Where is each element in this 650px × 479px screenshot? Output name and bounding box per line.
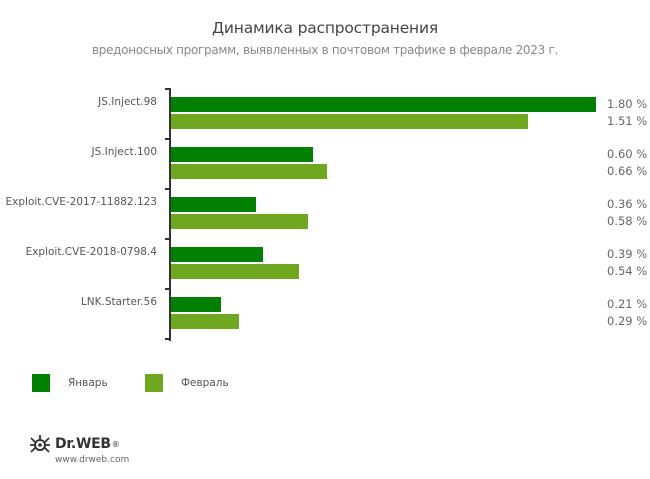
bar-feb [171, 214, 308, 229]
value-label-feb: 0.54 % [607, 264, 648, 278]
axis-tick [165, 338, 170, 340]
bar-feb [171, 164, 327, 179]
value-label-feb: 0.66 % [607, 164, 648, 178]
axis-tick [165, 138, 170, 140]
bar-jan [171, 97, 596, 112]
category-label: JS.Inject.100 [91, 146, 158, 158]
axis-tick [165, 188, 170, 190]
value-label-jan: 0.60 % [607, 147, 648, 161]
category-label: LNK.Starter.56 [80, 296, 157, 308]
value-label-feb: 0.29 % [607, 314, 648, 328]
legend-label-jan: Январь [68, 377, 108, 389]
bar-jan [171, 247, 263, 262]
logo-registered: ® [111, 439, 120, 449]
bar-feb [171, 114, 528, 129]
bar-feb [171, 314, 239, 329]
legend-swatch-feb [145, 374, 163, 392]
value-label-feb: 1.51 % [607, 114, 648, 128]
value-label-jan: 0.21 % [607, 297, 648, 311]
value-label-feb: 0.58 % [607, 214, 648, 228]
bar-jan [171, 297, 221, 312]
category-label: Exploit.CVE-2017-11882.123 [5, 196, 157, 208]
category-label: JS.Inject.98 [98, 96, 157, 108]
category-label: Exploit.CVE-2018-0798.4 [25, 246, 157, 258]
axis-tick [165, 88, 170, 90]
legend-label-feb: Февраль [181, 377, 229, 389]
value-label-jan: 0.39 % [607, 247, 648, 261]
chart-subtitle: вредоносных программ, выявленных в почто… [92, 43, 558, 57]
value-label-jan: 0.36 % [607, 197, 648, 211]
axis-tick [165, 288, 170, 290]
drweb-logo: Dr.WEB ® [29, 434, 120, 454]
website-url: www.drweb.com [55, 455, 130, 465]
bar-jan [171, 147, 313, 162]
bar-feb [171, 264, 299, 279]
bar-jan [171, 197, 256, 212]
value-label-jan: 1.80 % [607, 97, 648, 111]
y-axis-line [169, 88, 171, 341]
axis-tick [165, 238, 170, 240]
chart-title: Динамика распространения [212, 19, 438, 37]
spider-icon [30, 435, 50, 453]
legend-swatch-jan [32, 374, 50, 392]
logo-text: Dr.WEB [55, 436, 111, 452]
